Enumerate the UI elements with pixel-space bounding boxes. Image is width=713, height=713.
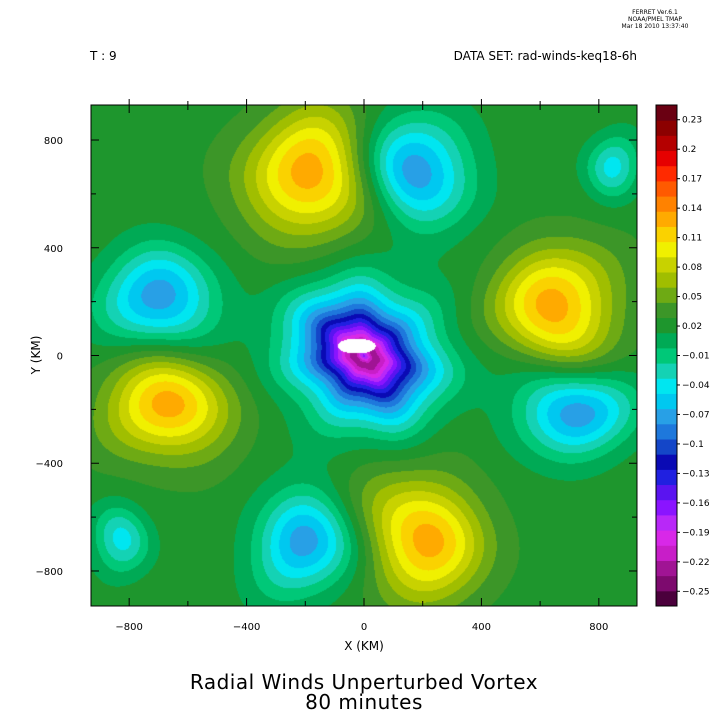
colorbar-swatch <box>656 256 677 273</box>
y-tick-label: 800 <box>44 136 63 147</box>
y-tick-label: −800 <box>36 567 63 578</box>
colorbar-swatch <box>656 408 677 425</box>
colorbar-label: 0.02 <box>682 322 702 332</box>
colorbar-swatch <box>656 575 677 592</box>
x-tick-label: 0 <box>361 622 367 633</box>
colorbar-swatch <box>656 150 677 167</box>
y-axis: −800 −400 0 400 800 <box>36 136 637 578</box>
colorbar-swatch <box>656 545 677 561</box>
y-axis-label: Y (KM) <box>29 336 43 376</box>
colorbar-swatch <box>656 590 677 607</box>
colorbar-swatch <box>656 105 677 121</box>
x-tick-label: −400 <box>233 622 260 633</box>
colorbar-swatch <box>656 530 677 546</box>
colorbar-swatch <box>656 469 677 486</box>
colorbar-swatch <box>656 484 677 501</box>
colorbar-swatch <box>656 454 677 470</box>
colorbar: −0.25 −0.22 −0.19 −0.16 −0.13 −0.1 −0.07 −0.04 −… <box>655 104 710 607</box>
colorbar-swatch <box>656 196 677 212</box>
colorbar-label: −0.13 <box>682 469 710 479</box>
x-tick-label: 800 <box>589 622 608 633</box>
colorbar-label: −0.25 <box>682 587 710 597</box>
colorbar-label: 0.2 <box>682 145 696 155</box>
chart-title: Radial Winds Unperturbed Vortex <box>190 670 538 694</box>
colorbar-swatch <box>656 499 677 516</box>
time-step-label: T : 9 <box>89 49 117 63</box>
ferret-version-line3: Mar 18 2010 13:37:40 <box>622 23 689 30</box>
colorbar-label: 0.05 <box>682 293 702 303</box>
dataset-label: DATA SET: rad-winds-keq18-6h <box>454 49 637 63</box>
colorbar-swatch <box>656 363 677 379</box>
colorbar-swatch <box>656 423 677 440</box>
colorbar-swatch <box>656 317 677 334</box>
colorbar-label: 0.14 <box>682 204 702 214</box>
colorbar-label: −0.07 <box>682 410 710 420</box>
ferret-version-line1: FERRET Ver.6.1 <box>632 9 678 16</box>
y-tick-label: 400 <box>44 244 63 255</box>
x-tick-label: 400 <box>472 622 491 633</box>
colorbar-swatch <box>656 120 677 136</box>
colorbar-swatch <box>656 560 677 577</box>
colorbar-label: −0.01 <box>682 352 710 362</box>
x-axis-label: X (KM) <box>344 639 384 653</box>
y-tick-label: 0 <box>57 352 63 363</box>
heatmap-plot-area <box>91 105 637 606</box>
colorbar-label: −0.04 <box>682 381 710 391</box>
colorbar-swatch <box>656 378 677 394</box>
colorbar-swatch <box>656 302 677 319</box>
colorbar-label: −0.22 <box>682 558 710 568</box>
colorbar-swatch <box>656 226 677 243</box>
x-tick-label: −800 <box>115 622 142 633</box>
colorbar-swatch <box>656 347 677 364</box>
colorbar-swatch <box>656 180 677 197</box>
colorbar-label: 0.08 <box>682 263 702 273</box>
colorbar-swatch <box>656 241 677 258</box>
y-tick-label: −400 <box>36 459 63 470</box>
colorbar-swatch <box>656 393 677 410</box>
chart-subtitle: 80 minutes <box>305 690 423 713</box>
colorbar-label: −0.19 <box>682 528 710 538</box>
colorbar-label: −0.1 <box>682 440 704 450</box>
colorbar-swatch <box>656 439 677 455</box>
colorbar-swatch <box>656 211 677 227</box>
colorbar-swatch <box>656 287 677 303</box>
colorbar-swatch <box>656 272 677 288</box>
colorbar-label: −0.16 <box>682 499 710 509</box>
colorbar-label: 0.11 <box>682 234 702 244</box>
x-axis: −800 −400 0 400 800 <box>115 99 608 633</box>
colorbar-swatch <box>656 165 677 182</box>
colorbar-label: 0.23 <box>682 116 702 126</box>
ferret-version-line2: NOAA/PMEL TMAP <box>628 16 682 23</box>
colorbar-swatch <box>656 514 677 531</box>
colorbar-label: 0.17 <box>682 175 702 185</box>
colorbar-swatch <box>656 135 677 152</box>
colorbar-swatch <box>656 332 677 349</box>
